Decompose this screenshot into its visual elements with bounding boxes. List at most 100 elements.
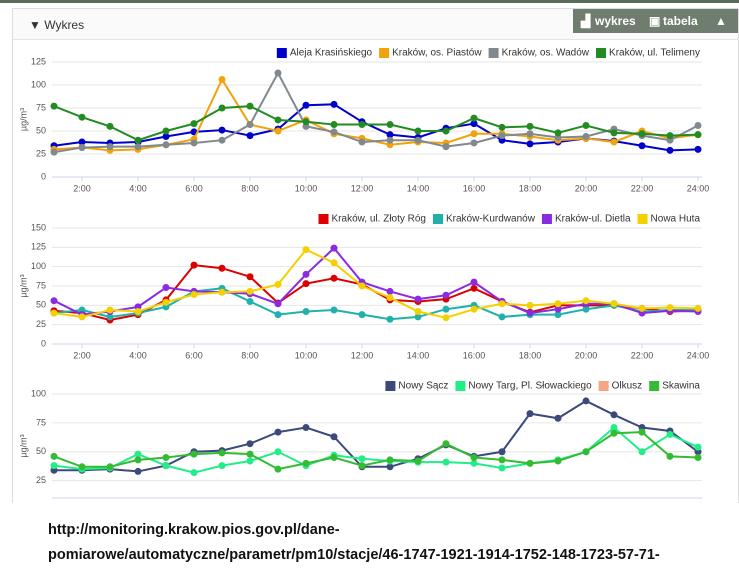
point [666, 304, 674, 312]
point [582, 305, 590, 313]
point [218, 264, 226, 272]
legend-swatch [488, 48, 499, 58]
point [442, 440, 450, 448]
point [50, 309, 58, 317]
point [190, 120, 198, 128]
export-icon[interactable]: ▲ [715, 14, 727, 28]
y-tick-label: 25 [36, 148, 46, 158]
point [498, 132, 506, 140]
point [218, 288, 226, 296]
point [50, 102, 58, 110]
toolbar: ▟ wykres ▣ tabela ▲ [573, 9, 738, 33]
x-tick-label: 2:00 [73, 350, 91, 360]
point [694, 304, 702, 312]
point [470, 459, 478, 467]
point [162, 454, 170, 462]
top-bar [0, 0, 739, 3]
point [274, 448, 282, 456]
x-tick-label: 8:00 [241, 350, 259, 360]
point [162, 133, 170, 141]
panel-header: ▼ Wykres ▟ wykres ▣ tabela ▲ [13, 9, 738, 40]
point [582, 297, 590, 305]
panel-title[interactable]: ▼ Wykres [29, 18, 85, 32]
point [50, 452, 58, 460]
point [638, 304, 646, 312]
legend-label: Aleja Krasińskiego [290, 48, 373, 59]
point [330, 100, 338, 108]
x-tick-label: 10:00 [295, 183, 318, 193]
x-tick-label: 2:00 [73, 183, 91, 193]
point [470, 284, 478, 292]
point [246, 132, 254, 140]
point [78, 138, 86, 146]
point [106, 463, 114, 471]
point [218, 462, 226, 470]
point [610, 129, 618, 137]
point [414, 127, 422, 135]
point [498, 464, 506, 472]
point [190, 291, 198, 299]
point [470, 120, 478, 128]
panel-title-text[interactable]: Wykres [44, 18, 85, 32]
point [162, 462, 170, 470]
point [582, 397, 590, 405]
point [106, 143, 114, 151]
point [274, 280, 282, 288]
point [386, 131, 394, 139]
point [526, 309, 534, 317]
point [134, 450, 142, 458]
y-tick-label: 75 [36, 417, 46, 427]
point [414, 295, 422, 303]
point [50, 148, 58, 156]
y-tick-label: 0 [41, 338, 46, 348]
y-tick-label: 50 [36, 300, 46, 310]
x-tick-label: 24:00 [687, 183, 710, 193]
point [386, 287, 394, 295]
point [246, 457, 254, 465]
point [498, 123, 506, 131]
point [246, 450, 254, 458]
legend-swatch [596, 48, 607, 58]
point [694, 131, 702, 139]
charts: 0 25 50 75 100 125 µg/m³ 2:00 4:00 6:00 8:00 10:00 1… [18, 48, 710, 499]
point [470, 114, 478, 122]
point [470, 130, 478, 138]
x-tick-label: 22:00 [631, 350, 654, 360]
point [78, 463, 86, 471]
point [554, 457, 562, 465]
point [218, 75, 226, 83]
point [302, 308, 310, 316]
x-tick-label: 18:00 [519, 350, 542, 360]
legend-swatch [385, 381, 396, 391]
point [526, 410, 534, 418]
point [554, 414, 562, 422]
point [526, 459, 534, 467]
x-tick-label: 16:00 [463, 183, 486, 193]
table-icon: ▣ [649, 14, 661, 28]
point [274, 300, 282, 308]
point [78, 113, 86, 121]
point [442, 143, 450, 151]
point [106, 306, 114, 314]
point [218, 449, 226, 457]
table-button[interactable]: tabela [663, 14, 698, 28]
point [638, 142, 646, 150]
point [638, 448, 646, 456]
y-tick-label: 75 [36, 280, 46, 290]
x-tick-label: 22:00 [631, 183, 654, 193]
chart-button[interactable]: wykres [595, 14, 636, 28]
x-tick-label: 14:00 [407, 350, 430, 360]
point [442, 127, 450, 135]
legend-swatch [379, 48, 390, 58]
point [330, 306, 338, 314]
x-tick-label: 24:00 [687, 350, 710, 360]
point [134, 456, 142, 464]
series-line [53, 105, 699, 142]
point [134, 143, 142, 151]
point [330, 433, 338, 441]
point [498, 313, 506, 321]
point [414, 313, 422, 321]
y-tick-label: 100 [31, 388, 46, 398]
x-tick-label: 6:00 [185, 183, 203, 193]
x-tick-label: 14:00 [407, 183, 430, 193]
